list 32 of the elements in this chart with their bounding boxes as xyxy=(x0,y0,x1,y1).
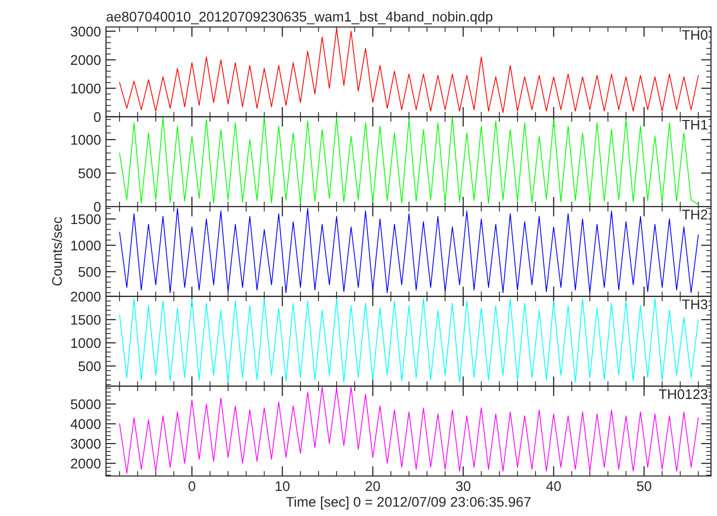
y-axis-title: Counts/sec xyxy=(52,217,62,286)
y-tick-label: 500 xyxy=(78,168,101,178)
x-tick-label: 30 xyxy=(456,481,470,492)
text: TH0 xyxy=(682,30,708,40)
y-tick-label: 2000 xyxy=(70,458,101,469)
x-axis-title: Time [sec] 0 = 2012/07/09 23:06:35.967 xyxy=(286,496,531,510)
y-tick-label: 1500 xyxy=(71,214,101,224)
y-tick-label: 1000 xyxy=(71,240,101,250)
x-tick-label: 50 xyxy=(636,481,652,492)
series-label: TH1 xyxy=(682,120,708,130)
y-tick-label: 2000 xyxy=(70,292,101,302)
x-tick-label: 10 xyxy=(276,481,290,492)
y-tick-label: 3000 xyxy=(70,26,101,36)
y-tick-label: 4000 xyxy=(70,419,101,429)
y-tick-label: 500 xyxy=(78,361,101,372)
x-tick-label: 20 xyxy=(366,481,380,492)
x-tick-label: 0 xyxy=(188,481,196,492)
y-tick-label: 500 xyxy=(78,266,101,277)
y-tick-label: 1000 xyxy=(71,84,101,94)
x-tick-label: 40 xyxy=(546,481,561,492)
y-tick-label: 0 xyxy=(94,112,101,122)
series-label: TH3 xyxy=(682,299,708,310)
series-label: TH0123 xyxy=(658,389,708,400)
y-tick-label: 0 xyxy=(94,202,101,212)
y-tick-label: 1000 xyxy=(71,134,101,145)
y-tick-label: 5000 xyxy=(70,399,101,410)
y-tick-label: 1500 xyxy=(71,314,101,325)
y-tick-label: 1000 xyxy=(71,338,101,348)
series-label: TH2 xyxy=(682,210,708,220)
chart-title: ae807040010_20120709230635_wam1_bst_4band_nobin.qdp xyxy=(106,11,492,24)
y-tick-label: 3000 xyxy=(70,438,101,449)
y-tick-label: 2000 xyxy=(70,55,101,65)
